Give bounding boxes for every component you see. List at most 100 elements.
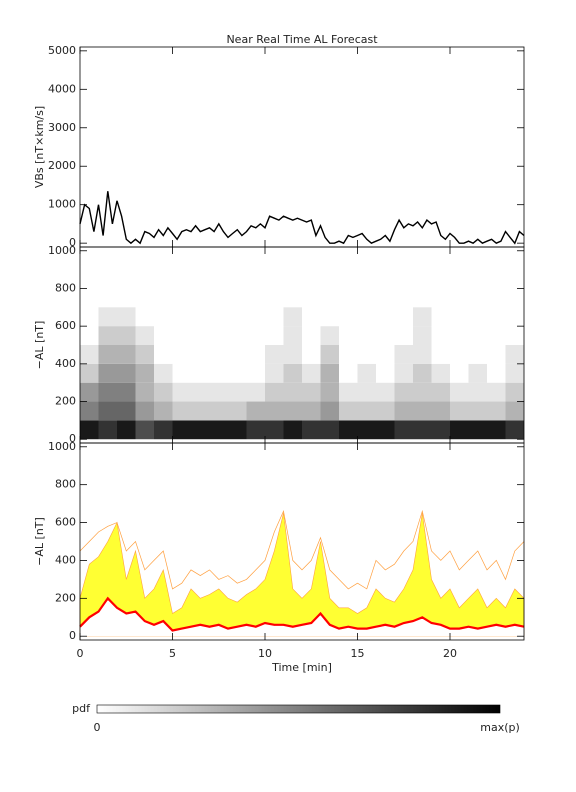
pdf-cell (172, 363, 191, 383)
pdf-cell (468, 307, 487, 327)
y-axis-label: VBs [nT×km/s] (33, 106, 46, 188)
pdf-cell (80, 307, 99, 327)
pdf-cell (80, 326, 99, 345)
pdf-cell (135, 382, 154, 402)
y-tick-label: 400 (55, 553, 76, 566)
y-tick-label: 0 (69, 236, 76, 249)
pdf-cell (357, 326, 376, 345)
pdf-cell (487, 382, 506, 402)
pdf-cell (135, 420, 154, 440)
pdf-cell (98, 326, 117, 345)
y-tick-label: 1000 (48, 440, 76, 453)
pdf-cell (283, 307, 302, 327)
pdf-cell (246, 382, 265, 402)
pdf-cell (191, 345, 210, 364)
pdf-cell (228, 420, 247, 440)
pdf-cell (394, 326, 413, 345)
pdf-cell (413, 401, 432, 421)
pdf-cell (376, 420, 395, 440)
pdf-cell (265, 307, 284, 327)
pdf-cell (265, 363, 284, 383)
y-axis-label: −AL [nT] (33, 321, 46, 370)
pdf-cell (450, 420, 469, 440)
pdf-cell (505, 401, 524, 421)
pdf-cell (228, 345, 247, 364)
pdf-cell (209, 382, 228, 402)
y-tick-label: 200 (55, 591, 76, 604)
pdf-cell (505, 326, 524, 345)
pdf-cell (98, 363, 117, 383)
pdf-cell (413, 382, 432, 402)
pdf-cell (431, 307, 450, 327)
pdf-cell (228, 363, 247, 383)
pdf-cell (394, 345, 413, 364)
pdf-cell (302, 345, 321, 364)
pdf-cell (98, 420, 117, 440)
x-tick-label: 5 (169, 647, 176, 660)
pdf-cell (191, 307, 210, 327)
pdf-cell (283, 345, 302, 364)
pdf-cell (283, 401, 302, 421)
pdf-cell (376, 401, 395, 421)
band-area (79, 513, 525, 637)
pdf-cell (80, 420, 99, 440)
colorbar (96, 704, 501, 714)
chart-title: Near Real Time AL Forecast (226, 33, 378, 46)
pdf-cell (154, 326, 173, 345)
upper-line (79, 509, 525, 590)
pdf-cell (468, 382, 487, 402)
pdf-cell (228, 382, 247, 402)
pdf-cell (209, 345, 228, 364)
pdf-cell (191, 382, 210, 402)
pdf-cell (394, 420, 413, 440)
pdf-cell (98, 382, 117, 402)
pdf-cell (154, 401, 173, 421)
pdf-cell (468, 326, 487, 345)
pdf-cell (191, 401, 210, 421)
pdf-cell (191, 326, 210, 345)
y-tick-label: 400 (55, 357, 76, 370)
axes-frame (79, 442, 525, 641)
pdf-cell (191, 420, 210, 440)
pdf-cell (80, 401, 99, 421)
pdf-cell (394, 401, 413, 421)
pdf-cell (320, 326, 339, 345)
pdf-cell (228, 307, 247, 327)
pdf-cell (468, 401, 487, 421)
colorbar-max: max(p) (480, 721, 520, 734)
pdf-cell (487, 345, 506, 364)
pdf-cell (209, 307, 228, 327)
y-tick-label: 0 (69, 432, 76, 445)
pdf-cell (98, 345, 117, 364)
pdf-cell (450, 363, 469, 383)
pdf-cell (413, 345, 432, 364)
pdf-cell (376, 363, 395, 383)
pdf-cell (117, 401, 136, 421)
pdf-cell (468, 345, 487, 364)
pdf-cell (376, 345, 395, 364)
pdf-cell (413, 326, 432, 345)
pdf-cell (320, 345, 339, 364)
pdf-cell (320, 363, 339, 383)
y-tick-label: 4000 (48, 82, 76, 95)
pdf-cell (80, 363, 99, 383)
y-tick-label: 200 (55, 395, 76, 408)
y-tick-label: 2000 (48, 159, 76, 172)
pdf-cell (246, 345, 265, 364)
y-axis-label: −AL [nT] (33, 517, 46, 566)
pdf-cell (320, 420, 339, 440)
pdf-cell (320, 307, 339, 327)
y-tick-label: 5000 (48, 44, 76, 57)
pdf-cell (450, 326, 469, 345)
pdf-cell (117, 420, 136, 440)
pdf-cell (98, 307, 117, 327)
pdf-cell (487, 420, 506, 440)
pdf-cell (135, 307, 154, 327)
pdf-cell (98, 401, 117, 421)
pdf-cell (468, 420, 487, 440)
y-tick-label: 800 (55, 281, 76, 294)
pdf-cell (246, 326, 265, 345)
pdf-cell (431, 326, 450, 345)
pdf-cell (376, 382, 395, 402)
pdf-cell (265, 382, 284, 402)
